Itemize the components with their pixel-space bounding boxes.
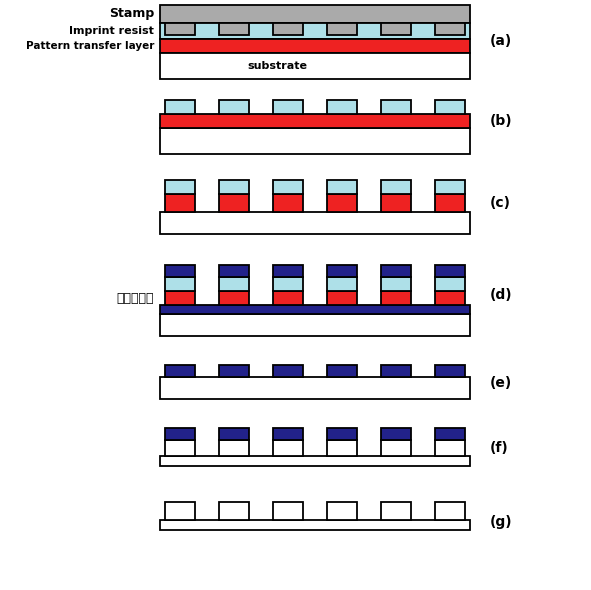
Bar — [435, 180, 465, 194]
Bar — [219, 291, 249, 305]
Bar — [160, 114, 470, 128]
Bar — [165, 440, 195, 456]
Bar — [327, 291, 357, 305]
Bar — [273, 265, 303, 277]
Bar — [160, 212, 470, 234]
Bar — [165, 180, 195, 194]
Bar — [435, 365, 465, 377]
Bar — [327, 277, 357, 291]
Bar — [273, 291, 303, 305]
Bar — [160, 23, 470, 39]
Text: Imprint resist: Imprint resist — [69, 26, 154, 36]
Bar — [327, 428, 357, 440]
Bar — [219, 194, 249, 212]
Bar — [165, 265, 195, 277]
Bar — [381, 194, 411, 212]
Bar — [160, 305, 470, 314]
Bar — [165, 365, 195, 377]
Bar — [219, 365, 249, 377]
Bar — [435, 277, 465, 291]
Bar — [273, 440, 303, 456]
Bar — [327, 365, 357, 377]
Bar — [165, 428, 195, 440]
Text: (g): (g) — [490, 515, 512, 529]
Bar — [160, 53, 470, 79]
Bar — [273, 194, 303, 212]
Text: 커론금속막: 커론금속막 — [116, 291, 154, 304]
Text: substrate: substrate — [248, 61, 308, 71]
Bar — [219, 502, 249, 520]
Bar — [327, 440, 357, 456]
Bar — [219, 180, 249, 194]
Text: (c): (c) — [490, 196, 511, 210]
Bar — [219, 428, 249, 440]
Text: (d): (d) — [490, 288, 512, 302]
Bar — [435, 428, 465, 440]
Bar — [381, 277, 411, 291]
Bar — [160, 456, 470, 466]
Bar — [273, 365, 303, 377]
Bar — [219, 277, 249, 291]
Bar — [165, 277, 195, 291]
Bar — [327, 180, 357, 194]
Bar — [165, 100, 195, 114]
Bar — [381, 180, 411, 194]
Bar — [381, 428, 411, 440]
Bar — [435, 502, 465, 520]
Bar — [327, 194, 357, 212]
Bar — [381, 440, 411, 456]
Bar — [219, 23, 249, 35]
Bar — [160, 520, 470, 530]
Text: (a): (a) — [490, 34, 512, 48]
Bar — [160, 39, 470, 53]
Bar — [165, 291, 195, 305]
Text: (f): (f) — [490, 441, 509, 455]
Bar — [435, 23, 465, 35]
Bar — [219, 440, 249, 456]
Bar — [219, 265, 249, 277]
Bar — [165, 502, 195, 520]
Bar — [327, 23, 357, 35]
Bar — [435, 265, 465, 277]
Bar — [160, 377, 470, 399]
Bar — [381, 365, 411, 377]
Bar — [381, 100, 411, 114]
Bar — [435, 194, 465, 212]
Bar — [327, 100, 357, 114]
Bar — [165, 194, 195, 212]
Bar — [327, 502, 357, 520]
Bar — [165, 23, 195, 35]
Bar — [160, 128, 470, 154]
Bar — [381, 291, 411, 305]
Bar — [273, 23, 303, 35]
Text: Stamp: Stamp — [109, 8, 154, 21]
Bar — [273, 502, 303, 520]
Bar — [160, 314, 470, 336]
Bar — [273, 277, 303, 291]
Bar — [381, 23, 411, 35]
Bar — [273, 428, 303, 440]
Bar — [273, 100, 303, 114]
Bar — [327, 265, 357, 277]
Bar — [435, 291, 465, 305]
Bar — [435, 100, 465, 114]
Bar — [381, 502, 411, 520]
Text: (b): (b) — [490, 114, 512, 128]
Text: Pattern transfer layer: Pattern transfer layer — [25, 41, 154, 51]
Bar — [435, 440, 465, 456]
Bar — [160, 5, 470, 23]
Bar — [381, 265, 411, 277]
Text: (e): (e) — [490, 376, 512, 390]
Bar — [219, 100, 249, 114]
Bar — [273, 180, 303, 194]
